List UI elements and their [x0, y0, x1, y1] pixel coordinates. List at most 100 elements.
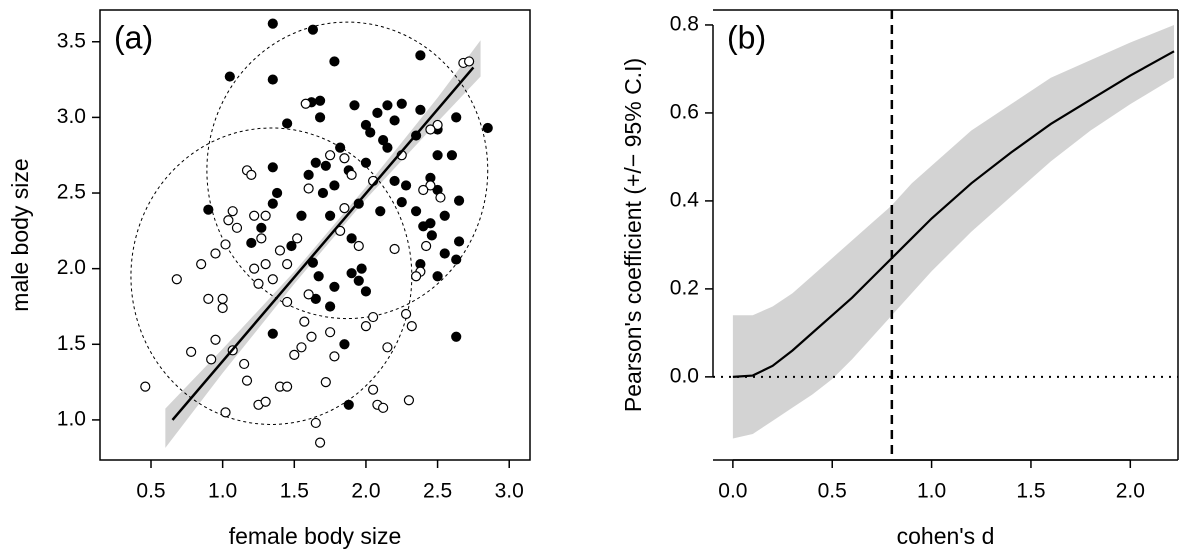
fit-line [171, 66, 475, 421]
x-tick-label: 1.5 [280, 480, 309, 503]
point [453, 236, 465, 247]
point [418, 184, 429, 196]
point [239, 358, 250, 370]
confidence-band [732, 24, 1175, 439]
point [306, 331, 317, 342]
point [224, 71, 235, 82]
point [203, 204, 214, 215]
x-axis-label: female body size [229, 523, 402, 549]
point [299, 316, 310, 327]
point [292, 233, 303, 244]
point [140, 381, 151, 392]
point [375, 206, 386, 217]
point [282, 259, 293, 270]
point [368, 384, 379, 395]
point [289, 349, 300, 360]
point [349, 100, 360, 111]
point [432, 271, 443, 282]
point [217, 293, 228, 305]
y-tick-label: 0.4 [670, 188, 700, 211]
point [282, 381, 293, 392]
x-tick-label: 0.0 [718, 480, 747, 503]
point [453, 195, 465, 206]
point [329, 351, 340, 362]
point [421, 240, 432, 252]
y-tick-label: 2.0 [57, 256, 86, 279]
x-tick-label: 1.0 [208, 480, 237, 503]
y-axis-label: Pearson's coefficient (+/− 95% C.I) [620, 58, 646, 412]
x-axis-label: cohen's d [897, 523, 995, 549]
point [267, 274, 278, 285]
point [396, 197, 407, 208]
point [303, 169, 314, 180]
point [353, 275, 364, 286]
x-tick-label: 2.0 [351, 480, 380, 503]
point [267, 162, 278, 173]
point [317, 187, 329, 199]
point [325, 327, 336, 338]
point [310, 417, 321, 429]
point [439, 248, 450, 259]
point [400, 180, 412, 191]
point [227, 206, 238, 217]
point [220, 407, 231, 418]
point [425, 124, 436, 135]
point [186, 346, 197, 357]
point [432, 119, 443, 131]
point [253, 278, 264, 289]
point [552, 222, 561, 231]
point [203, 293, 214, 305]
point [343, 399, 354, 410]
point [360, 119, 372, 131]
point [482, 122, 493, 134]
point [267, 198, 278, 209]
point [389, 175, 400, 187]
point [451, 112, 462, 123]
point [256, 222, 267, 233]
y-tick-label: 1.0 [57, 407, 86, 430]
point [231, 222, 243, 233]
point [410, 206, 422, 217]
point [296, 210, 307, 221]
point [310, 293, 321, 305]
point [400, 308, 412, 320]
point [325, 301, 336, 312]
x-tick-label: 0.5 [818, 480, 847, 503]
panel-label: (b) [727, 19, 766, 55]
point [329, 281, 340, 292]
point [325, 210, 336, 221]
point [365, 127, 376, 138]
point [320, 160, 331, 171]
range-circle [206, 21, 489, 320]
line [732, 50, 1175, 378]
point [403, 395, 415, 406]
x-tick-label: 2.0 [1116, 480, 1145, 503]
point [360, 321, 372, 332]
point [389, 243, 400, 255]
point [378, 402, 389, 413]
x-tick-label: 1.5 [1016, 480, 1045, 503]
point [325, 150, 336, 161]
point [274, 245, 286, 256]
y-axis-label: male body size [7, 158, 33, 311]
point [314, 95, 326, 106]
point [360, 286, 372, 297]
point [382, 142, 393, 153]
point [206, 354, 217, 365]
point [267, 18, 278, 29]
y-tick-label: 0.8 [670, 13, 699, 36]
point [372, 107, 383, 118]
point [389, 115, 400, 126]
point [335, 142, 346, 153]
point [223, 215, 234, 226]
point [464, 56, 475, 67]
x-tick-label: 3.0 [495, 480, 524, 503]
point [378, 134, 389, 146]
point [339, 339, 350, 350]
point [307, 24, 319, 35]
point [267, 74, 278, 85]
plot-area [713, 10, 1178, 460]
point [425, 218, 436, 229]
point [346, 268, 357, 279]
y-tick-label: 2.5 [57, 181, 86, 204]
